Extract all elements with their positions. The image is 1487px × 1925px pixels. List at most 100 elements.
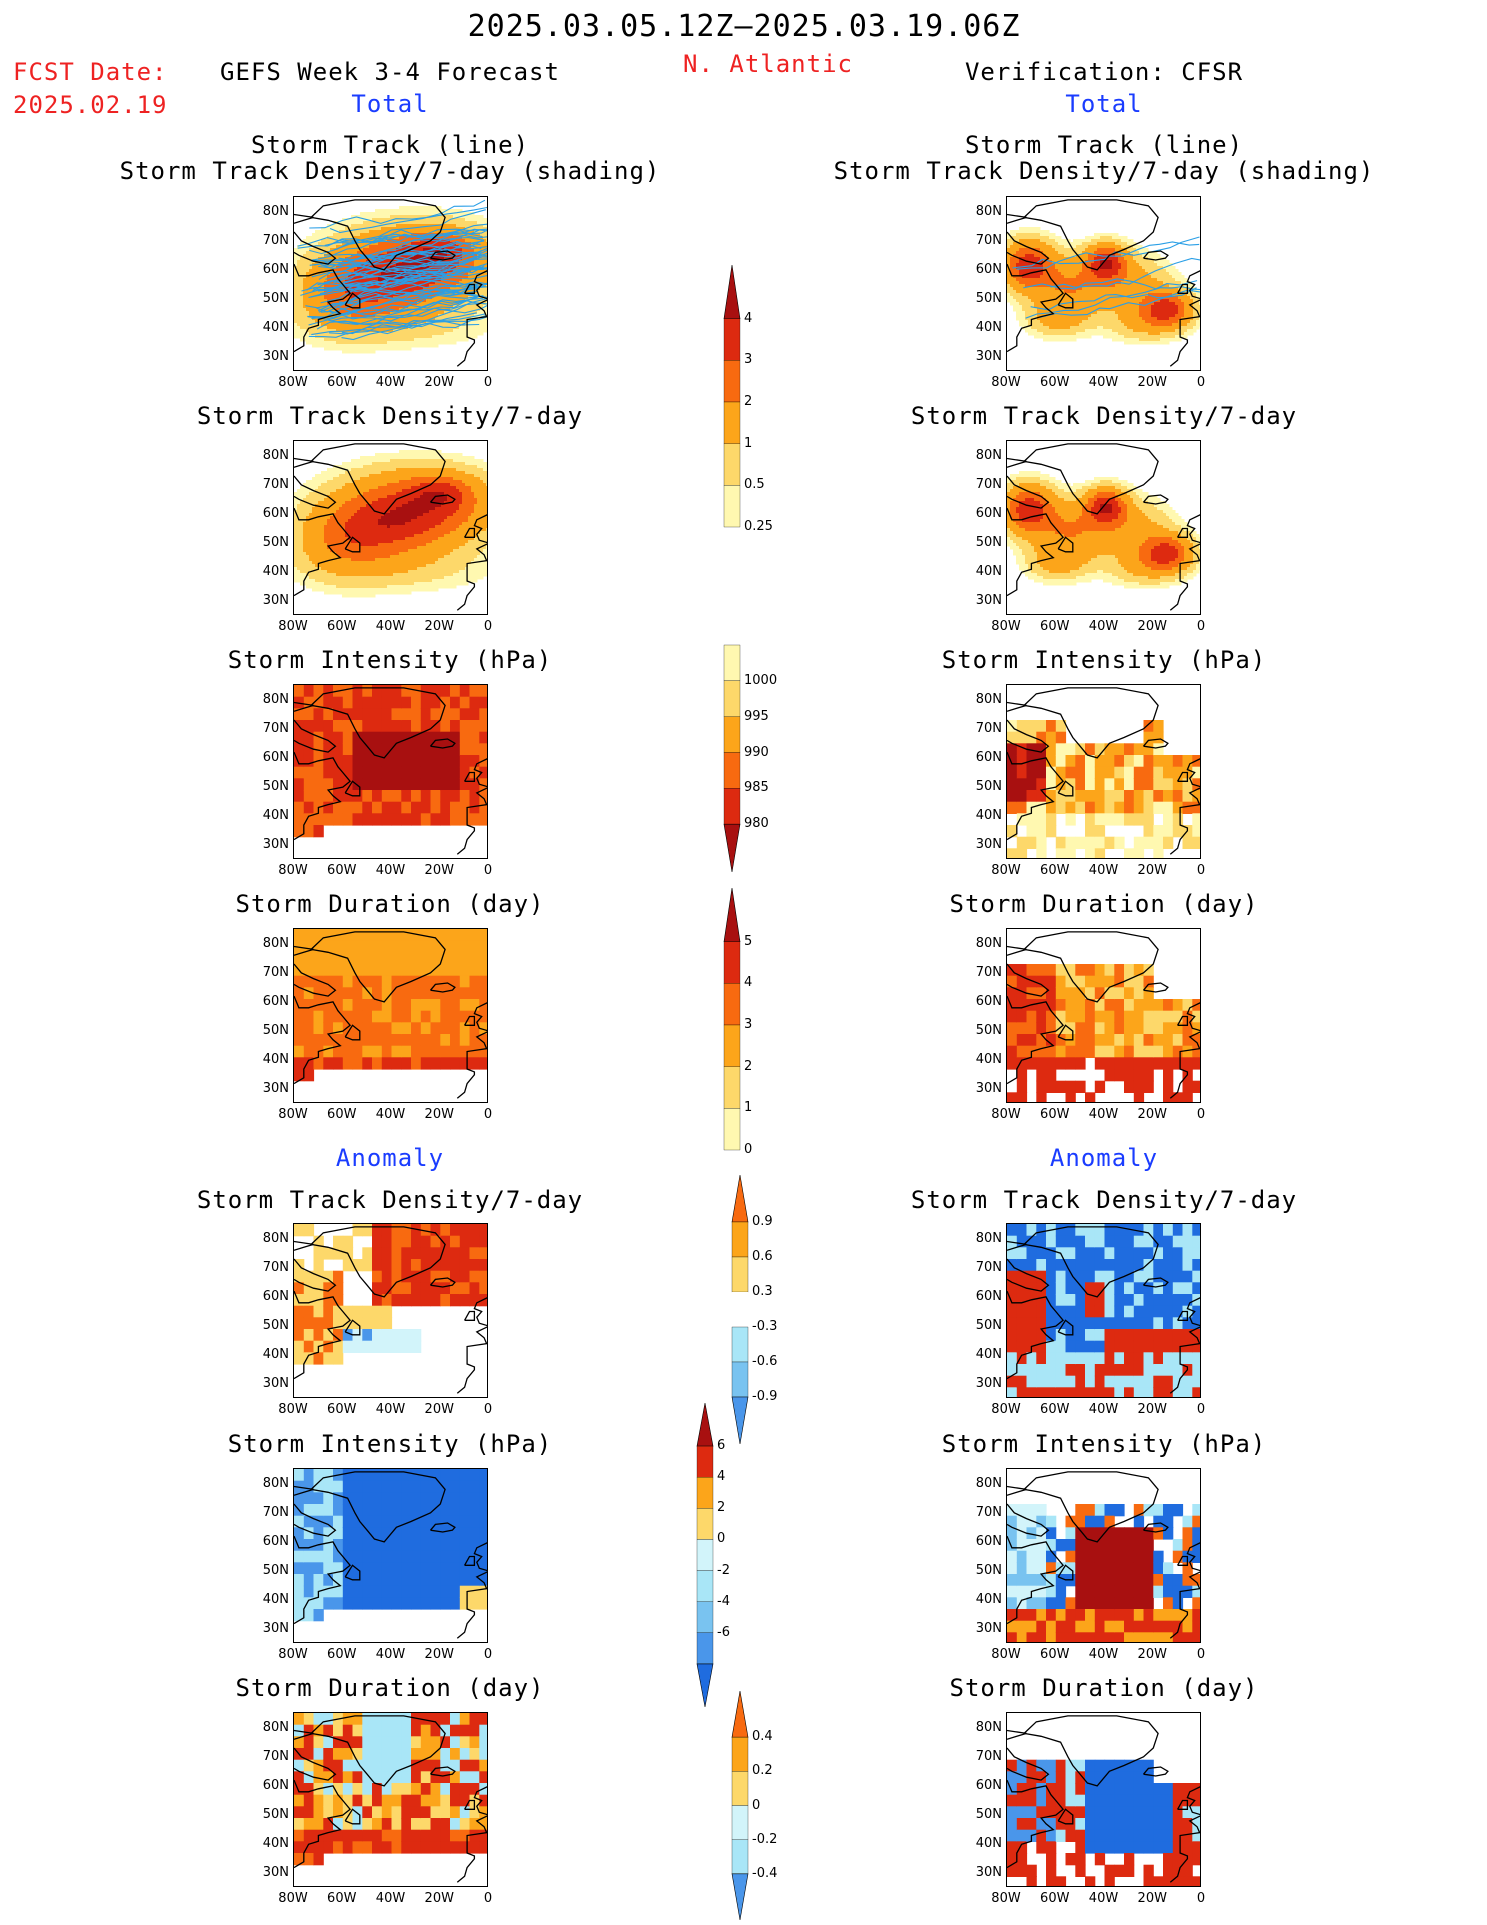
- colorbar-label: 3: [744, 352, 753, 368]
- lat-label: 80N: [975, 203, 1002, 219]
- region-label: N. Atlantic: [683, 50, 853, 78]
- coastline: [456, 1542, 487, 1639]
- lat-label: 80N: [262, 1719, 289, 1735]
- map-canvas: [294, 685, 487, 855]
- coastline: [1007, 719, 1050, 753]
- lat-label: 40N: [975, 564, 1002, 580]
- lat-label: 80N: [262, 935, 289, 951]
- lat-label: 80N: [262, 1475, 289, 1491]
- coastline: [310, 1471, 446, 1543]
- right-density-title: Storm Track Density/7-day: [910, 402, 1298, 430]
- right-column-title: Verification: CFSR: [964, 58, 1244, 86]
- lat-label: 40N: [262, 320, 289, 336]
- colorbar-segment: [731, 1326, 749, 1363]
- lat-label: 60N: [262, 749, 289, 765]
- colorbar-canvas: [723, 644, 741, 873]
- lat-label: 60N: [975, 505, 1002, 521]
- coastline: [1007, 1747, 1050, 1781]
- lat-label: 60N: [975, 993, 1002, 1009]
- coastline: [344, 1319, 361, 1336]
- coastline: [294, 1485, 314, 1496]
- coastline: [294, 1240, 314, 1251]
- coastline: [430, 494, 456, 505]
- lat-label: 60N: [262, 1288, 289, 1304]
- lat-label: 70N: [975, 476, 1002, 492]
- map-canvas: [1007, 443, 1200, 611]
- lon-label: 0: [1196, 1647, 1206, 1662]
- map-right-density: [1006, 440, 1201, 615]
- coastline: [1007, 1485, 1027, 1496]
- colorbar-segment: [723, 887, 741, 942]
- lat-label: 60N: [975, 261, 1002, 277]
- coastline: [1177, 771, 1189, 782]
- coastline: [344, 780, 361, 797]
- coastline: [1169, 514, 1200, 611]
- coastline: [294, 263, 352, 353]
- lon-label: 40W: [1088, 1891, 1119, 1906]
- lon-label: 0: [483, 1107, 493, 1122]
- lon-label: 60W: [327, 1891, 357, 1906]
- coastline: [1169, 1002, 1200, 1099]
- lat-label: 70N: [262, 720, 289, 736]
- left-anomaly-label: Anomaly: [335, 1144, 445, 1172]
- right-anom-duration-title: Storm Duration (day): [949, 1674, 1259, 1702]
- lon-label: 20W: [424, 619, 454, 634]
- colorbar-segment: [696, 1477, 714, 1509]
- right-intensity-title: Storm Intensity (hPa): [941, 646, 1267, 674]
- lon-label: 60W: [1040, 863, 1070, 878]
- coastline: [294, 231, 337, 265]
- lon-label: 80W: [278, 619, 308, 634]
- coastline: [294, 963, 337, 997]
- lon-label: 20W: [1137, 863, 1167, 878]
- map-left-anom-duration: [293, 1712, 488, 1887]
- lat-label: 40N: [975, 1347, 1002, 1363]
- coastline: [1177, 1555, 1189, 1566]
- coastline: [294, 475, 337, 509]
- lon-label: 60W: [327, 1107, 357, 1122]
- lon-label: 60W: [1040, 1891, 1070, 1906]
- lat-label: 30N: [262, 1081, 289, 1097]
- lon-label: 80W: [991, 863, 1021, 878]
- lon-label: 80W: [278, 1107, 308, 1122]
- lat-label: 60N: [975, 1288, 1002, 1304]
- coastline: [464, 1015, 476, 1026]
- lat-label: 40N: [262, 808, 289, 824]
- coastline: [294, 751, 352, 841]
- lon-label: 20W: [424, 1647, 454, 1662]
- coastline: [1057, 536, 1074, 553]
- colorbar-label: -6: [717, 1624, 730, 1640]
- coastline: [1169, 1297, 1200, 1394]
- colorbar-segment: [723, 680, 741, 717]
- coastline: [456, 758, 487, 855]
- lat-label: 30N: [975, 593, 1002, 609]
- colorbar-label: 0.3: [752, 1284, 773, 1299]
- left-anom-density-title: Storm Track Density/7-day: [196, 1186, 584, 1214]
- lon-label: 80W: [991, 1402, 1021, 1417]
- coastline: [464, 1555, 476, 1566]
- coastline: [1007, 231, 1050, 265]
- lat-label: 70N: [975, 1504, 1002, 1520]
- lat-label: 80N: [262, 691, 289, 707]
- colorbar-segment: [696, 1445, 714, 1478]
- lon-label: 40W: [375, 1402, 406, 1417]
- colorbar-segment: [731, 1839, 749, 1874]
- lat-label: 40N: [262, 1052, 289, 1068]
- lon-label: 0: [483, 1891, 493, 1906]
- lat-label: 50N: [975, 291, 1002, 307]
- colorbar-label: 985: [744, 780, 769, 796]
- coastline: [430, 1522, 456, 1533]
- lon-label: 20W: [424, 1891, 454, 1906]
- lat-label: 40N: [262, 1836, 289, 1852]
- lon-label: 80W: [991, 1891, 1021, 1906]
- coastline: [464, 283, 476, 294]
- lat-label: 50N: [975, 1807, 1002, 1823]
- map-right-track-line: [1006, 196, 1201, 371]
- coastline: [1023, 1471, 1159, 1543]
- coastline: [344, 1808, 361, 1825]
- coastline: [294, 701, 314, 712]
- lon-label: 80W: [991, 619, 1021, 634]
- lat-label: 80N: [975, 1719, 1002, 1735]
- colorbar-label: 980: [744, 816, 769, 832]
- colorbar-label: 3: [744, 1017, 753, 1032]
- left-intensity-title: Storm Intensity (hPa): [227, 646, 553, 674]
